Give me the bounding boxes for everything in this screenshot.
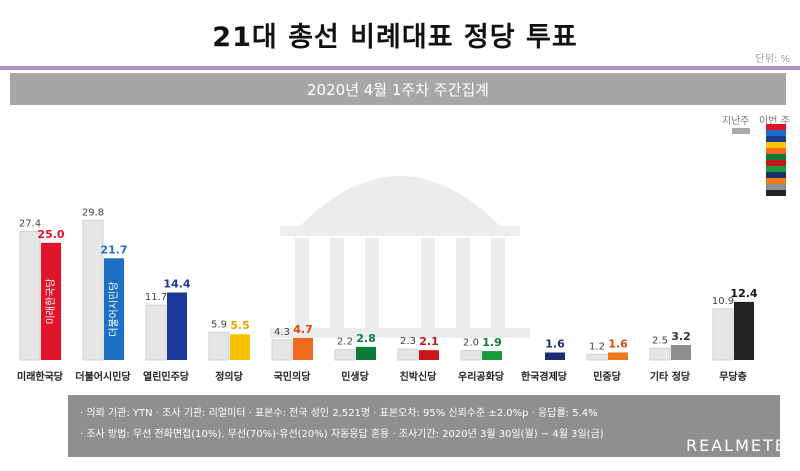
chart-title: 21대 총선 비례대표 정당 투표: [212, 21, 578, 53]
bar-previous: [208, 331, 230, 361]
bar-current: [41, 242, 61, 360]
legend-color-stripe: [766, 124, 786, 130]
data-label-previous: 2.2: [337, 337, 353, 348]
bar-current: [734, 301, 754, 360]
category-label: 국민의당: [274, 370, 312, 383]
assembly-watermark-icon: [270, 176, 530, 338]
data-label-previous: 1.2: [589, 341, 605, 352]
data-label-current: 2.1: [419, 335, 439, 348]
bar-previous: [82, 219, 104, 361]
data-label-previous: 4.3: [274, 327, 290, 338]
bar-logo-text: 더불어시민당: [108, 282, 120, 337]
data-label-current: 21.7: [100, 243, 127, 256]
legend-color-stripe: [766, 184, 786, 190]
category-label: 친박신당: [400, 370, 438, 383]
data-label-current: 2.8: [356, 332, 376, 345]
category-label: 민생당: [341, 370, 369, 383]
survey-info-line-1: · 의뢰 기관: YTN · 조사 기관: 리얼미터 · 표본수: 전국 성인 …: [80, 408, 598, 419]
bar-previous: [586, 353, 608, 361]
data-label-previous: 11.7: [145, 292, 167, 303]
data-label-current: 1.6: [545, 338, 565, 351]
bar-previous: [19, 231, 41, 361]
category-label: 열린민주당: [143, 370, 190, 383]
bar-previous: [460, 350, 482, 361]
data-label-previous: 2.5: [652, 335, 668, 346]
data-label-previous: 2.3: [400, 336, 416, 347]
bar-current: [293, 337, 313, 360]
bar-previous: [271, 339, 293, 361]
category-label: 우리공화당: [458, 370, 505, 383]
chart-subtitle: 2020년 4월 1주차 주간집계: [307, 80, 489, 99]
bar-current: [356, 346, 376, 360]
bar-previous: [334, 349, 356, 361]
category-label: 정의당: [215, 370, 243, 383]
data-label-current: 14.4: [163, 278, 190, 291]
legend-color-stripe: [766, 130, 786, 136]
data-label-current: 5.5: [230, 319, 250, 332]
subtitle-bar: 2020년 4월 1주차 주간집계: [10, 73, 786, 105]
bar-current: [167, 292, 187, 360]
brand-logo: REALMETER: [686, 436, 800, 455]
legend-previous-label: 지난주: [722, 116, 750, 127]
legend-current-label: 이번 주: [759, 116, 790, 127]
legend-color-stripe: [766, 172, 786, 178]
legend-color-stripe: [766, 136, 786, 142]
category-label: 기타 정당: [650, 370, 691, 383]
category-label: 더불어시민당: [75, 370, 131, 383]
data-label-previous: 27.4: [19, 219, 41, 230]
category-label: 미래한국당: [17, 370, 64, 383]
legend-current-swatch: [766, 124, 786, 196]
legend-color-stripe: [766, 160, 786, 166]
bar-previous: [712, 308, 734, 361]
data-label-current: 25.0: [37, 228, 64, 241]
legend-color-stripe: [766, 154, 786, 160]
bar-current: [230, 334, 250, 360]
legend-color-stripe: [766, 178, 786, 184]
data-label-current: 4.7: [293, 323, 313, 336]
data-label-previous: 29.8: [82, 207, 104, 218]
legend-color-stripe: [766, 142, 786, 148]
bar-logo-text: 미래한국당: [45, 278, 57, 324]
data-label-current: 1.9: [482, 336, 502, 349]
bar-current: [671, 345, 691, 360]
divider-line: [0, 66, 800, 70]
category-label: 한국경제당: [521, 370, 568, 383]
survey-info-box: · 의뢰 기관: YTN · 조사 기관: 리얼미터 · 표본수: 전국 성인 …: [68, 395, 780, 457]
bar-previous: [649, 347, 671, 361]
legend-color-stripe: [766, 148, 786, 154]
data-label-previous: 5.9: [211, 319, 227, 330]
bar-current: [419, 350, 439, 360]
survey-info-line-2: · 조사 방법: 무선 전화면접(10%), 무선(70%)·유선(20%) 자…: [80, 429, 604, 440]
data-label-previous: 10.9: [712, 296, 734, 307]
bar-previous: [145, 304, 167, 361]
bar-current: [545, 352, 565, 360]
bar-previous: [397, 348, 419, 361]
legend-color-stripe: [766, 190, 786, 196]
unit-label: 단위: %: [755, 54, 790, 65]
bar-chart: 27.425.0미래한국당미래한국당29.821.7더불어시민당더불어시민당11…: [17, 176, 758, 383]
title-box: 21대 총선 비례대표 정당 투표: [185, 8, 605, 60]
bar-current: [608, 352, 628, 360]
legend-color-stripe: [766, 166, 786, 172]
data-label-previous: 2.0: [463, 338, 479, 349]
data-label-current: 3.2: [671, 330, 691, 343]
category-label: 민중당: [593, 370, 621, 383]
data-label-current: 1.6: [608, 338, 628, 351]
category-label: 무당층: [719, 370, 747, 383]
data-label-current: 12.4: [730, 287, 757, 300]
legend-previous-swatch: [732, 128, 750, 134]
bar-current: [482, 351, 502, 360]
bar-current: [104, 258, 124, 360]
